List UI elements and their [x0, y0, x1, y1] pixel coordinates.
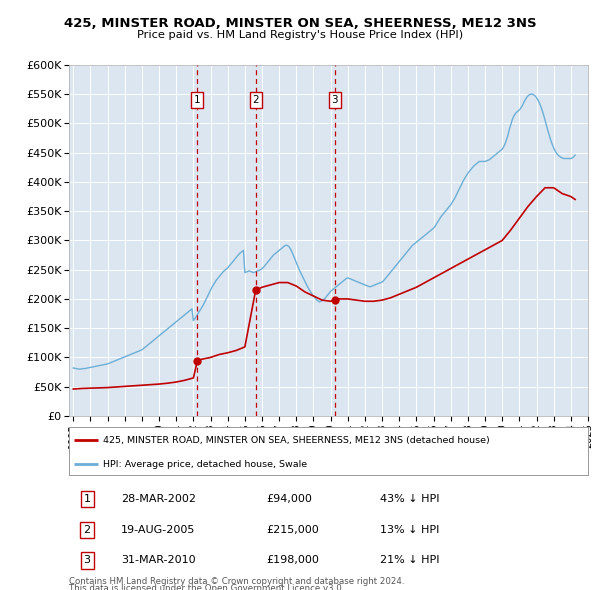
- Text: 43% ↓ HPI: 43% ↓ HPI: [380, 494, 440, 504]
- Text: 1: 1: [194, 95, 200, 105]
- Text: 2: 2: [253, 95, 259, 105]
- Text: 1: 1: [83, 494, 91, 504]
- Text: 31-MAR-2010: 31-MAR-2010: [121, 555, 196, 565]
- Text: Contains HM Land Registry data © Crown copyright and database right 2024.: Contains HM Land Registry data © Crown c…: [69, 577, 404, 586]
- Text: This data is licensed under the Open Government Licence v3.0.: This data is licensed under the Open Gov…: [69, 584, 344, 590]
- Text: 19-AUG-2005: 19-AUG-2005: [121, 525, 195, 535]
- Bar: [574, 65, 581, 416]
- Text: 425, MINSTER ROAD, MINSTER ON SEA, SHEERNESS, ME12 3NS (detached house): 425, MINSTER ROAD, MINSTER ON SEA, SHEER…: [103, 435, 490, 445]
- Text: 28-MAR-2002: 28-MAR-2002: [121, 494, 196, 504]
- Text: £215,000: £215,000: [266, 525, 319, 535]
- Text: 3: 3: [83, 555, 91, 565]
- Text: 21% ↓ HPI: 21% ↓ HPI: [380, 555, 440, 565]
- Text: £94,000: £94,000: [266, 494, 312, 504]
- Text: £198,000: £198,000: [266, 555, 319, 565]
- Text: 13% ↓ HPI: 13% ↓ HPI: [380, 525, 440, 535]
- Text: 2: 2: [83, 525, 91, 535]
- Text: 425, MINSTER ROAD, MINSTER ON SEA, SHEERNESS, ME12 3NS: 425, MINSTER ROAD, MINSTER ON SEA, SHEER…: [64, 17, 536, 30]
- Text: Price paid vs. HM Land Registry's House Price Index (HPI): Price paid vs. HM Land Registry's House …: [137, 30, 463, 40]
- Text: HPI: Average price, detached house, Swale: HPI: Average price, detached house, Swal…: [103, 460, 307, 469]
- Text: 3: 3: [332, 95, 338, 105]
